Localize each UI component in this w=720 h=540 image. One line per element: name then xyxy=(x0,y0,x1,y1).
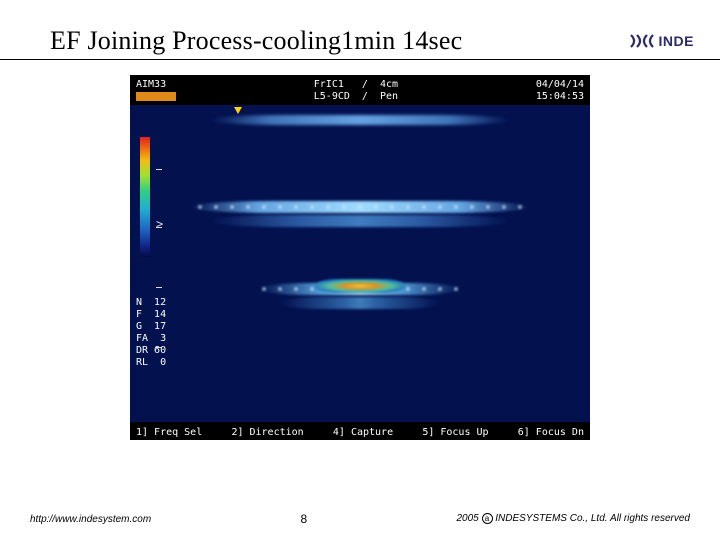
echo-arc xyxy=(210,215,510,227)
hdr-mode-2: L5-9CD / Pen xyxy=(314,91,398,103)
fkey-4: 4] Capture xyxy=(333,427,393,438)
orange-bar-icon xyxy=(136,92,176,101)
probe-marker-icon xyxy=(234,107,242,114)
page-number: 8 xyxy=(300,512,307,526)
scan-header: AIM33 FrIC1 / 4cm L5-9CD / Pen 04/04/14 … xyxy=(136,79,584,105)
hdr-device: AIM33 xyxy=(136,79,176,91)
fusion-zone xyxy=(315,279,405,293)
surface-echo xyxy=(210,115,510,125)
logo: INDE xyxy=(629,32,694,50)
hdr-time: 15:04:53 xyxy=(536,91,584,103)
title-bar: EF Joining Process-cooling1min 14sec IND… xyxy=(0,24,720,60)
slide-title: EF Joining Process-cooling1min 14sec xyxy=(50,26,462,56)
fkey-5: 5] Focus Up xyxy=(422,427,488,438)
copyright: 2005 a INDESYSTEMS Co., Ltd. All rights … xyxy=(456,513,690,524)
echo-arc xyxy=(280,297,440,309)
scan-parameters: N 12 F 14 G 17 FA 3 DR 60 RL 0 xyxy=(136,297,166,369)
fkey-2: 2] Direction xyxy=(231,427,303,438)
fkey-1: 1] Freq Sel xyxy=(136,427,202,438)
logo-icon xyxy=(629,32,655,50)
depth-caret-icon: > xyxy=(156,219,163,229)
footer-url: http://www.indesystem.com xyxy=(30,514,151,525)
at-icon: a xyxy=(482,513,493,524)
scan-image: > N 12 F 14 G 17 FA 3 DR 60 RL 0 xyxy=(130,105,590,422)
depth-tick xyxy=(156,169,162,170)
page-footer: http://www.indesystem.com 8 2005 a INDES… xyxy=(0,512,720,526)
hdr-date: 04/04/14 xyxy=(536,79,584,91)
echo-arc xyxy=(190,201,530,213)
scan-footer: 1] Freq Sel 2] Direction 4] Capture 5] F… xyxy=(136,427,584,438)
hdr-mode-1: FrIC1 / 4cm xyxy=(314,79,398,91)
colorbar xyxy=(140,137,150,257)
logo-text: INDE xyxy=(659,33,694,49)
depth-tick xyxy=(156,287,162,288)
ultrasound-frame: AIM33 FrIC1 / 4cm L5-9CD / Pen 04/04/14 … xyxy=(130,75,590,440)
fkey-6: 6] Focus Dn xyxy=(518,427,584,438)
